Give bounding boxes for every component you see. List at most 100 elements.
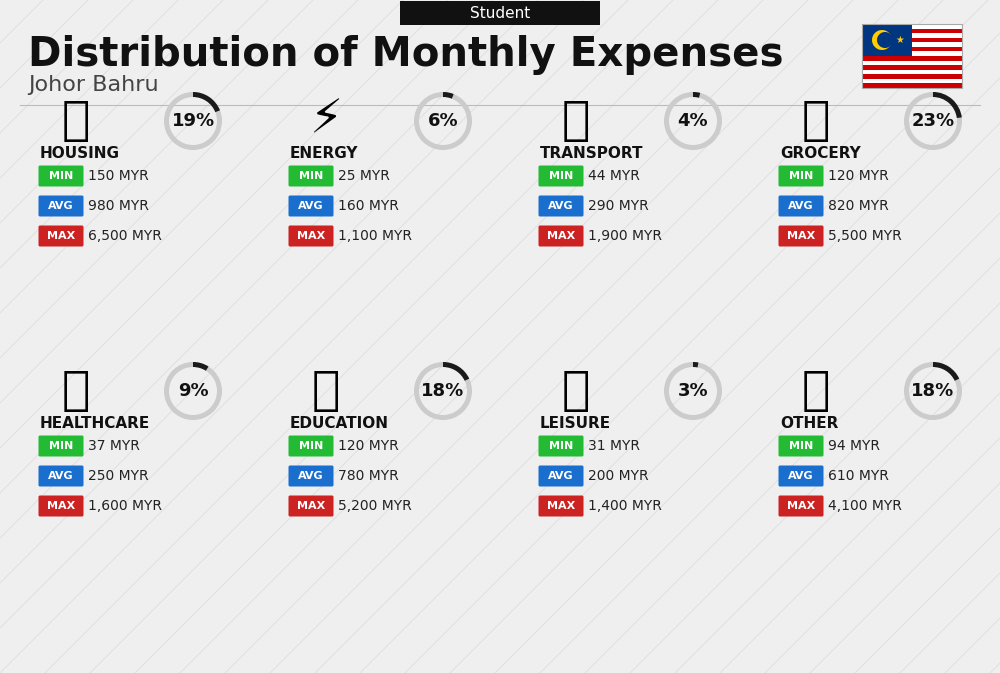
Text: 94 MYR: 94 MYR	[828, 439, 880, 453]
Wedge shape	[904, 362, 962, 420]
Text: MAX: MAX	[297, 231, 325, 241]
FancyBboxPatch shape	[862, 33, 962, 38]
Text: 980 MYR: 980 MYR	[88, 199, 149, 213]
FancyBboxPatch shape	[38, 166, 84, 186]
Text: 6%: 6%	[428, 112, 458, 130]
Text: AVG: AVG	[298, 471, 324, 481]
FancyBboxPatch shape	[862, 24, 962, 28]
FancyBboxPatch shape	[288, 166, 334, 186]
Text: LEISURE: LEISURE	[540, 415, 611, 431]
Text: MIN: MIN	[299, 171, 323, 181]
FancyBboxPatch shape	[538, 495, 584, 516]
Text: 19%: 19%	[171, 112, 215, 130]
Text: 3%: 3%	[678, 382, 708, 400]
FancyBboxPatch shape	[862, 56, 962, 61]
Wedge shape	[164, 92, 222, 150]
Text: 1,600 MYR: 1,600 MYR	[88, 499, 162, 513]
Text: 31 MYR: 31 MYR	[588, 439, 640, 453]
Wedge shape	[664, 362, 722, 420]
Text: 1,400 MYR: 1,400 MYR	[588, 499, 662, 513]
Text: 🎓: 🎓	[312, 369, 340, 413]
FancyBboxPatch shape	[862, 74, 962, 79]
Text: MAX: MAX	[47, 501, 75, 511]
Text: 💓: 💓	[62, 369, 90, 413]
FancyBboxPatch shape	[862, 65, 962, 70]
FancyBboxPatch shape	[38, 225, 84, 246]
FancyBboxPatch shape	[778, 435, 824, 456]
Text: MIN: MIN	[299, 441, 323, 451]
FancyBboxPatch shape	[538, 435, 584, 456]
Text: Johor Bahru: Johor Bahru	[28, 75, 159, 95]
Wedge shape	[872, 30, 892, 50]
Text: 18%: 18%	[911, 382, 955, 400]
Text: 150 MYR: 150 MYR	[88, 169, 149, 183]
FancyBboxPatch shape	[288, 225, 334, 246]
Text: AVG: AVG	[548, 201, 574, 211]
Wedge shape	[193, 362, 209, 371]
FancyBboxPatch shape	[778, 495, 824, 516]
Text: MIN: MIN	[549, 171, 573, 181]
FancyBboxPatch shape	[288, 495, 334, 516]
FancyBboxPatch shape	[862, 47, 962, 51]
FancyBboxPatch shape	[38, 435, 84, 456]
Text: 🏢: 🏢	[62, 98, 90, 143]
Text: 5,500 MYR: 5,500 MYR	[828, 229, 902, 243]
Text: 37 MYR: 37 MYR	[88, 439, 140, 453]
FancyBboxPatch shape	[862, 61, 962, 65]
FancyBboxPatch shape	[862, 79, 962, 83]
Text: 290 MYR: 290 MYR	[588, 199, 649, 213]
Text: MAX: MAX	[47, 231, 75, 241]
Text: 5,200 MYR: 5,200 MYR	[338, 499, 412, 513]
Text: AVG: AVG	[48, 471, 74, 481]
FancyBboxPatch shape	[288, 466, 334, 487]
Text: MIN: MIN	[49, 441, 73, 451]
Text: 120 MYR: 120 MYR	[828, 169, 889, 183]
Text: ★: ★	[896, 35, 904, 45]
FancyBboxPatch shape	[400, 1, 600, 25]
Wedge shape	[443, 362, 469, 381]
Text: HOUSING: HOUSING	[40, 145, 120, 160]
Text: ⚡: ⚡	[309, 98, 343, 143]
Text: AVG: AVG	[788, 201, 814, 211]
Text: ENERGY: ENERGY	[290, 145, 358, 160]
Text: EDUCATION: EDUCATION	[290, 415, 389, 431]
Text: 9%: 9%	[178, 382, 208, 400]
Text: 780 MYR: 780 MYR	[338, 469, 399, 483]
Text: TRANSPORT: TRANSPORT	[540, 145, 644, 160]
Text: 💰: 💰	[802, 369, 830, 413]
Wedge shape	[933, 362, 959, 381]
Text: OTHER: OTHER	[780, 415, 838, 431]
Text: MIN: MIN	[789, 171, 813, 181]
Wedge shape	[164, 362, 222, 420]
Text: MAX: MAX	[547, 501, 575, 511]
FancyBboxPatch shape	[778, 195, 824, 217]
Text: 1,900 MYR: 1,900 MYR	[588, 229, 662, 243]
FancyBboxPatch shape	[862, 24, 912, 56]
FancyBboxPatch shape	[862, 70, 962, 74]
Wedge shape	[664, 92, 722, 150]
FancyBboxPatch shape	[538, 166, 584, 186]
Text: MAX: MAX	[297, 501, 325, 511]
Text: 200 MYR: 200 MYR	[588, 469, 649, 483]
Text: AVG: AVG	[298, 201, 324, 211]
Text: 44 MYR: 44 MYR	[588, 169, 640, 183]
Text: MIN: MIN	[49, 171, 73, 181]
Text: MAX: MAX	[787, 231, 815, 241]
Wedge shape	[693, 92, 700, 98]
Text: 🚌: 🚌	[562, 98, 590, 143]
FancyBboxPatch shape	[778, 225, 824, 246]
Text: 250 MYR: 250 MYR	[88, 469, 149, 483]
Wedge shape	[443, 92, 454, 99]
Text: MAX: MAX	[787, 501, 815, 511]
Text: Student: Student	[470, 5, 530, 20]
Wedge shape	[904, 92, 962, 150]
Text: 120 MYR: 120 MYR	[338, 439, 399, 453]
FancyBboxPatch shape	[862, 42, 962, 47]
FancyBboxPatch shape	[778, 466, 824, 487]
Text: 🛍: 🛍	[562, 369, 590, 413]
FancyBboxPatch shape	[862, 28, 962, 33]
Text: 18%: 18%	[421, 382, 465, 400]
FancyBboxPatch shape	[538, 225, 584, 246]
Text: MIN: MIN	[549, 441, 573, 451]
FancyBboxPatch shape	[38, 495, 84, 516]
